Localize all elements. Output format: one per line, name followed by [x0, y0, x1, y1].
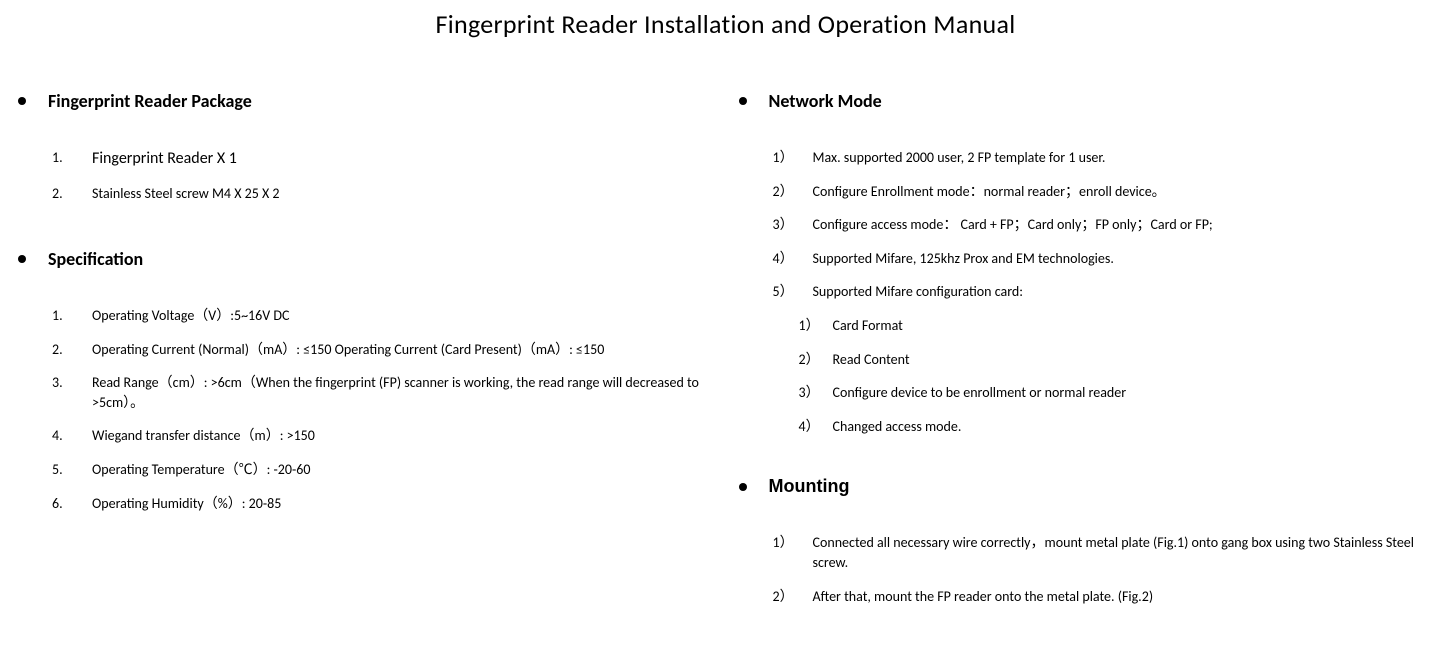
item-number: 3） [773, 215, 813, 235]
item-number: 1） [799, 316, 833, 336]
list-item: 3） Configure device to be enrollment or … [799, 383, 1442, 403]
item-text: Supported Mifare configuration card: [813, 282, 1442, 302]
list-item: 1. Operating Voltage（V）:5~16V DC [52, 306, 721, 326]
right-column: Network Mode 1） Max. supported 2000 user… [731, 90, 1442, 650]
list-item: 1） Card Format [799, 316, 1442, 336]
document-title: Fingerprint Reader Installation and Oper… [10, 8, 1441, 40]
item-text: After that, mount the FP reader onto the… [813, 587, 1442, 607]
item-number: 1. [52, 148, 92, 170]
network-list: 1） Max. supported 2000 user, 2 FP templa… [731, 148, 1442, 302]
item-text: Supported Mifare, 125khz Prox and EM tec… [813, 249, 1442, 269]
section-package-heading: Fingerprint Reader Package [10, 90, 721, 112]
item-number: 5. [52, 460, 92, 480]
item-text: Fingerprint Reader X 1 [92, 148, 721, 170]
spec-list: 1. Operating Voltage（V）:5~16V DC 2. Oper… [10, 306, 721, 513]
item-number: 1） [773, 533, 813, 572]
list-item: 1） Connected all necessary wire correctl… [773, 533, 1442, 572]
item-text: Configure access mode： Card + FP；Card on… [813, 215, 1442, 235]
mounting-list: 1） Connected all necessary wire correctl… [731, 533, 1442, 606]
item-text: Card Format [833, 316, 1442, 336]
bullet-icon [18, 97, 26, 105]
list-item: 3. Read Range（cm）: >6cm（When the fingerp… [52, 373, 721, 412]
item-text: Stainless Steel screw M4 X 25 X 2 [92, 184, 721, 204]
list-item: 5. Operating Temperature（℃）: -20-60 [52, 460, 721, 480]
item-text: Operating Current (Normal)（mA）: ≤150 Ope… [92, 340, 721, 360]
section-network-heading: Network Mode [731, 90, 1442, 112]
list-item: 2） Read Content [799, 350, 1442, 370]
list-item: 1. Fingerprint Reader X 1 [52, 148, 721, 170]
section-spec-heading: Specification [10, 248, 721, 270]
item-text: Operating Temperature（℃）: -20-60 [92, 460, 721, 480]
item-number: 2） [773, 587, 813, 607]
item-number: 3） [799, 383, 833, 403]
heading-text: Specification [48, 248, 143, 270]
item-text: Operating Humidity（%）: 20-85 [92, 494, 721, 514]
list-item: 2. Stainless Steel screw M4 X 25 X 2 [52, 184, 721, 204]
content-columns: Fingerprint Reader Package 1. Fingerprin… [10, 90, 1441, 650]
list-item: 4） Supported Mifare, 125khz Prox and EM … [773, 249, 1442, 269]
item-number: 2） [799, 350, 833, 370]
list-item: 2） After that, mount the FP reader onto … [773, 587, 1442, 607]
item-number: 4. [52, 426, 92, 446]
item-number: 2. [52, 184, 92, 204]
list-item: 5） Supported Mifare configuration card: [773, 282, 1442, 302]
item-number: 4） [773, 249, 813, 269]
left-column: Fingerprint Reader Package 1. Fingerprin… [10, 90, 721, 650]
item-text: Read Content [833, 350, 1442, 370]
list-item: 2. Operating Current (Normal)（mA）: ≤150 … [52, 340, 721, 360]
item-text: Changed access mode. [833, 417, 1442, 437]
list-item: 6. Operating Humidity（%）: 20-85 [52, 494, 721, 514]
item-text: Configure device to be enrollment or nor… [833, 383, 1442, 403]
item-text: Wiegand transfer distance（m）: >150 [92, 426, 721, 446]
heading-text: Fingerprint Reader Package [48, 90, 252, 112]
item-text: Max. supported 2000 user, 2 FP template … [813, 148, 1442, 168]
item-number: 6. [52, 494, 92, 514]
bullet-icon [739, 483, 747, 491]
item-number: 5） [773, 282, 813, 302]
item-number: 2. [52, 340, 92, 360]
section-mounting-heading: Mounting [731, 476, 1442, 497]
item-text: Configure Enrollment mode：normal reader；… [813, 182, 1442, 202]
item-number: 1. [52, 306, 92, 326]
package-list: 1. Fingerprint Reader X 1 2. Stainless S… [10, 148, 721, 204]
bullet-icon [18, 255, 26, 263]
list-item: 4. Wiegand transfer distance（m）: >150 [52, 426, 721, 446]
item-number: 1） [773, 148, 813, 168]
list-item: 2） Configure Enrollment mode：normal read… [773, 182, 1442, 202]
item-text: Connected all necessary wire correctly，m… [813, 533, 1442, 572]
heading-text: Network Mode [769, 90, 882, 112]
heading-text: Mounting [769, 476, 850, 497]
item-number: 4） [799, 417, 833, 437]
list-item: 3） Configure access mode： Card + FP；Card… [773, 215, 1442, 235]
item-text: Operating Voltage（V）:5~16V DC [92, 306, 721, 326]
network-sublist: 1） Card Format 2） Read Content 3） Config… [731, 316, 1442, 436]
item-number: 3. [52, 373, 92, 412]
item-number: 2） [773, 182, 813, 202]
list-item: 4） Changed access mode. [799, 417, 1442, 437]
item-text: Read Range（cm）: >6cm（When the fingerprin… [92, 373, 721, 412]
bullet-icon [739, 97, 747, 105]
list-item: 1） Max. supported 2000 user, 2 FP templa… [773, 148, 1442, 168]
